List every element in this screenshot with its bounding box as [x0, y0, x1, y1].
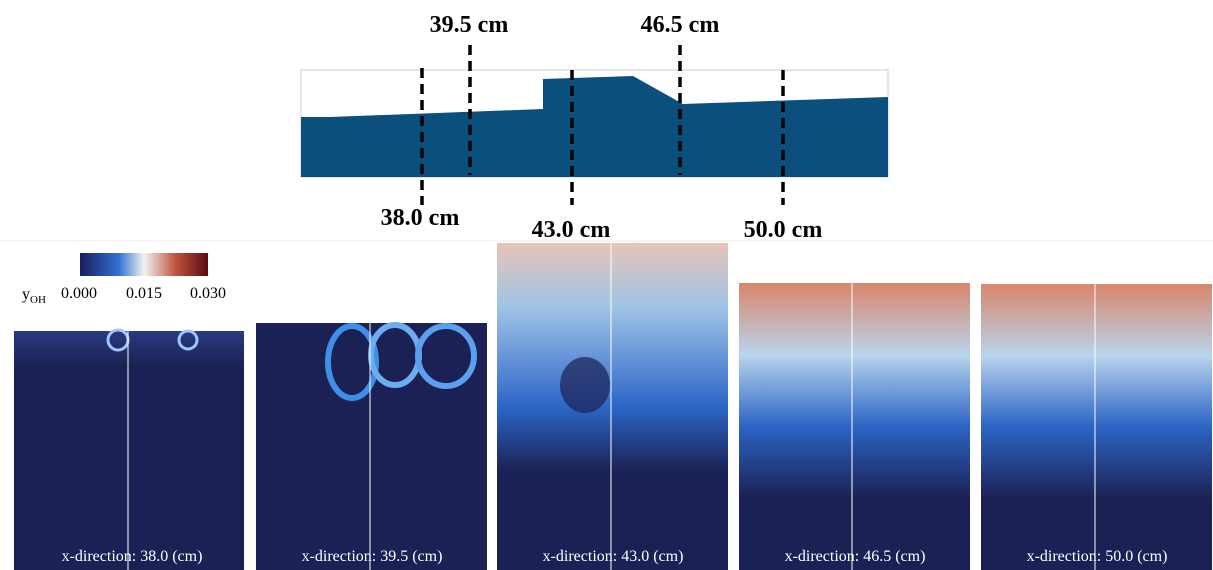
panel-caption: x-direction: 38.0 (cm): [62, 548, 203, 565]
panel-image: [739, 283, 970, 570]
panel-image: [497, 243, 728, 570]
panel: x-direction: 50.0 (cm): [981, 284, 1212, 570]
colorbar-tick: 0.030: [190, 285, 226, 302]
panel: x-direction: 46.5 (cm): [739, 283, 970, 570]
panel-caption: x-direction: 39.5 (cm): [302, 548, 443, 565]
section-label: 43.0 cm: [532, 217, 611, 243]
panel-caption: x-direction: 46.5 (cm): [785, 548, 926, 565]
colorbar-tick: 0.015: [126, 285, 162, 302]
colorbar-tick: 0.000: [61, 285, 97, 302]
contour: [560, 357, 610, 413]
panel-image: [14, 331, 244, 570]
section-label: 50.0 cm: [744, 217, 823, 243]
section-label: 38.0 cm: [381, 205, 460, 231]
panel: x-direction: 39.5 (cm): [256, 323, 487, 570]
section-label: 39.5 cm: [430, 12, 509, 38]
colorbar: [80, 253, 208, 276]
panel: x-direction: 38.0 (cm): [14, 330, 244, 570]
panel-image: [981, 284, 1212, 570]
panel: x-direction: 43.0 (cm): [497, 243, 728, 570]
panel-caption: x-direction: 50.0 (cm): [1027, 548, 1168, 565]
figure: 39.5 cm 46.5 cm 38.0 cm 43.0 cm 50.0 cm …: [0, 0, 1213, 570]
panel-caption: x-direction: 43.0 (cm): [543, 548, 684, 565]
section-label: 46.5 cm: [641, 12, 720, 38]
